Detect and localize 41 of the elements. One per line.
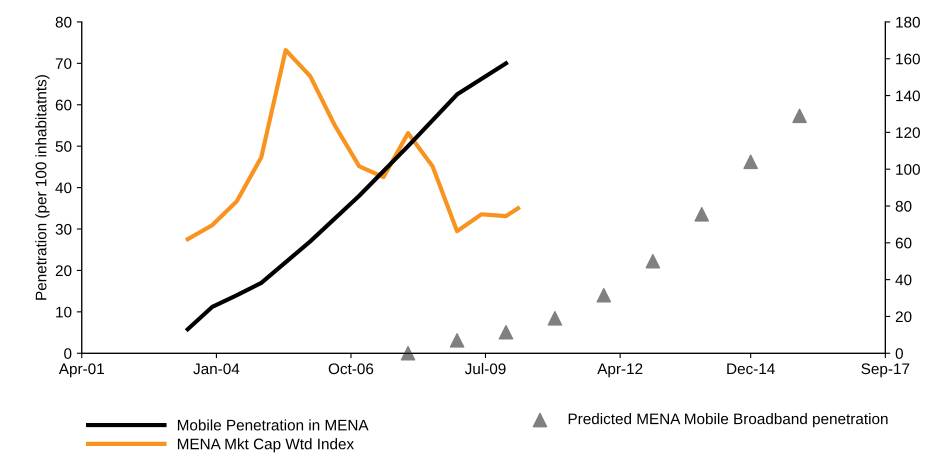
legend-label: Mobile Penetration in MENA	[178, 419, 369, 431]
x-tick-label: Apr-01	[58, 363, 104, 378]
x-tick-label: Apr-12	[597, 363, 642, 378]
y2-tick-label: 80	[896, 200, 912, 212]
point	[498, 324, 514, 340]
y2-tick-label: 120	[896, 127, 920, 138]
y-tick-label: 50	[56, 141, 72, 152]
y2-tick-label: 0	[896, 348, 903, 359]
y-axis-title: Penetration (per 100 inhabitatnts)	[35, 75, 50, 300]
y-tick-label: 70	[56, 58, 72, 70]
y2-tick-label: 100	[896, 164, 920, 175]
point	[548, 311, 562, 326]
y2-tick-label: 20	[896, 311, 912, 322]
y2-tick-label: 60	[896, 238, 912, 249]
point	[646, 254, 660, 269]
y-tick-label: 20	[56, 265, 72, 276]
x-tick-label: Jul-09	[464, 362, 506, 374]
point	[596, 288, 612, 303]
x-tick-label: Dec-14	[727, 364, 775, 374]
y-tick-label: 60	[56, 100, 72, 110]
point	[450, 333, 464, 348]
y2-tick-label: 180	[896, 16, 920, 28]
y-tick-label: 80	[56, 16, 72, 28]
point	[792, 108, 807, 124]
legend-label: Predicted MENA Mobile Broadband penetration	[568, 413, 888, 428]
y2-tick-label: 160	[896, 54, 920, 64]
y-tick-label: 10	[56, 306, 72, 318]
y-tick-label: 30	[56, 224, 72, 235]
point	[743, 154, 758, 170]
point	[694, 207, 710, 222]
point	[400, 346, 416, 361]
x-tick-label: Oct-06	[328, 363, 374, 374]
y2-tick-label: 140	[896, 90, 920, 102]
y-tick-label: 40	[55, 182, 72, 194]
x-tick-label: Jan-04	[193, 363, 240, 374]
y-tick-label: 0	[64, 348, 72, 359]
line-series	[186, 48, 520, 242]
legend-label: MENA Mkt Cap Wtd Index	[178, 438, 354, 452]
line-series	[186, 61, 508, 332]
y2-tick-label: 40	[895, 274, 912, 286]
x-tick-label: Sep-17	[861, 363, 910, 378]
